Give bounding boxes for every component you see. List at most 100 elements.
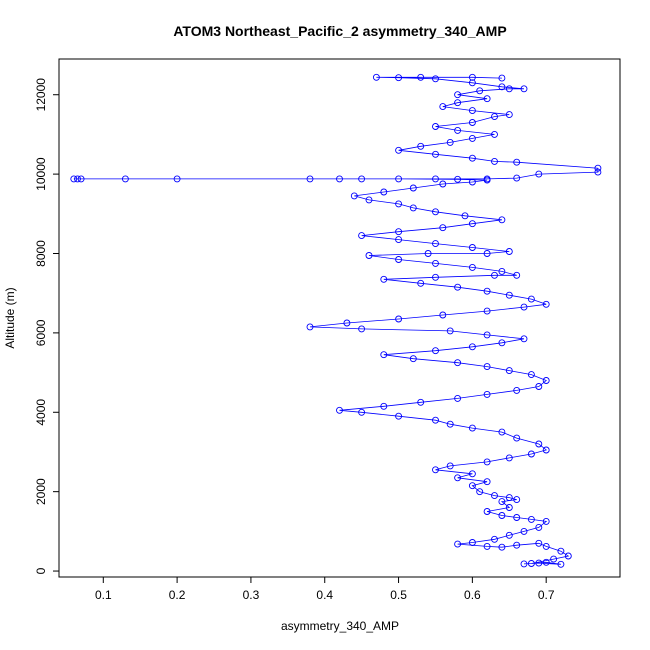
data-point (454, 175, 462, 183)
data-point (535, 170, 543, 178)
data-point (439, 180, 447, 188)
data-point (446, 420, 454, 428)
y-axis: 0 2000 4000 6000 8000 10000 12000 (34, 78, 60, 574)
data-point (432, 75, 439, 83)
y-tick-label: 10000 (34, 157, 48, 191)
data-point (468, 107, 476, 115)
data-point (395, 74, 403, 82)
data-point (498, 428, 506, 436)
data-point (439, 224, 447, 232)
data-point (542, 517, 550, 525)
data-point (468, 482, 476, 490)
data-point (358, 325, 366, 333)
data-point (491, 157, 498, 165)
data-point (468, 79, 476, 87)
data-point (535, 523, 543, 531)
data-point (505, 531, 513, 539)
data-point (454, 394, 462, 402)
data-point (380, 402, 388, 410)
data-point (527, 295, 535, 303)
data-point (446, 138, 454, 146)
data-point (542, 558, 550, 566)
data-point (505, 504, 513, 511)
data-point (505, 248, 513, 255)
data-point (505, 454, 513, 462)
y-tick-label: 4000 (34, 399, 48, 426)
data-point (395, 200, 403, 208)
data-point (513, 496, 521, 504)
data-point (417, 279, 425, 287)
data-point (520, 527, 528, 535)
data-point (468, 154, 476, 162)
data-point (520, 303, 528, 311)
data-point (498, 339, 506, 347)
data-point (483, 175, 491, 183)
data-point (74, 175, 81, 183)
data-point (527, 515, 535, 523)
data-point (468, 220, 476, 228)
data-point (498, 512, 506, 519)
x-tick-label: 0.4 (316, 588, 333, 602)
data-point (483, 458, 491, 466)
data-point (432, 240, 439, 248)
data-point (468, 470, 476, 478)
data-point (468, 424, 476, 432)
data-point (513, 386, 521, 394)
data-point (476, 87, 484, 95)
data-point (439, 103, 447, 111)
data-point (550, 555, 558, 563)
data-point (483, 307, 491, 315)
data-point (505, 85, 513, 93)
data-point (594, 164, 602, 172)
x-tick-label: 0.2 (169, 588, 186, 602)
data-point (468, 244, 476, 251)
data-point (454, 126, 462, 134)
data-point (542, 542, 550, 550)
data-point (468, 343, 476, 351)
series-line (73, 76, 599, 565)
data-point (358, 232, 366, 240)
data-point (513, 174, 521, 182)
data-point (535, 440, 543, 448)
data-point (468, 73, 476, 81)
data-point (343, 319, 351, 327)
data-point (505, 367, 513, 375)
data-point (432, 273, 439, 281)
series-line-group (73, 76, 599, 565)
data-point (432, 416, 439, 424)
data-point (498, 543, 506, 551)
data-point (505, 291, 513, 299)
x-tick-label: 0.6 (464, 588, 481, 602)
data-point (306, 175, 314, 183)
data-point (527, 450, 535, 458)
data-point (70, 175, 78, 183)
data-point (424, 250, 432, 257)
data-point (306, 323, 314, 331)
data-point (454, 540, 462, 548)
data-point (498, 498, 506, 506)
data-point (395, 146, 403, 154)
data-point (505, 494, 513, 502)
data-point (432, 347, 439, 355)
data-point (121, 175, 129, 183)
data-point (498, 267, 506, 275)
data-point (498, 216, 506, 224)
x-tick-label: 0.3 (243, 588, 260, 602)
data-point (395, 228, 403, 236)
series-points-group (70, 73, 602, 568)
data-point (468, 178, 476, 186)
data-point (432, 466, 439, 474)
data-point (395, 315, 403, 323)
data-point (432, 259, 439, 267)
data-point (77, 175, 85, 183)
data-point (513, 158, 521, 166)
data-point (483, 287, 491, 295)
y-tick-label: 12000 (34, 78, 48, 112)
data-point (483, 508, 491, 515)
data-point (513, 434, 521, 442)
data-point (395, 175, 403, 183)
x-axis: 0.1 0.2 0.3 0.4 0.5 0.6 0.7 (95, 576, 555, 602)
data-point (513, 541, 521, 549)
data-point (491, 535, 498, 543)
